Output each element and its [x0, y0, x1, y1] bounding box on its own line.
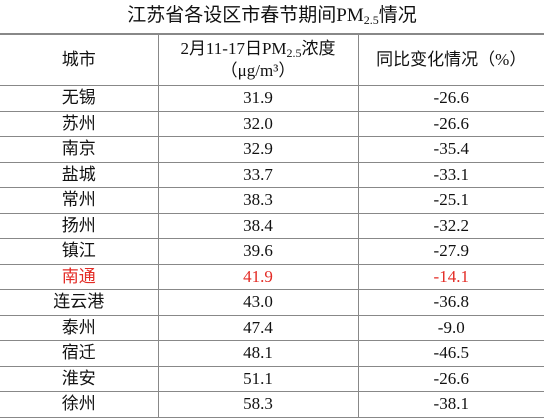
table-cell: 39.6: [157, 238, 359, 265]
table-cell: -9.0: [357, 314, 544, 341]
table-cell: -27.9: [357, 238, 544, 265]
table-cell: -14.1: [357, 263, 544, 290]
table-cell: 43.0: [157, 289, 359, 316]
table-cell: -33.1: [357, 161, 544, 188]
header-row: 城市 2月11-17日PM2.5浓度 （μg/m³） 同比变化情况（%）: [0, 34, 544, 86]
table-cell: 47.4: [157, 314, 359, 341]
table-row: 南京 32.9 -35.4: [0, 136, 544, 163]
header-cell: 同比变化情况（%）: [357, 34, 544, 86]
table-cell: -46.5: [357, 340, 544, 367]
table-cell: 41.9: [157, 263, 359, 290]
table-cell: 连云港: [0, 289, 159, 316]
table-cell: -26.6: [357, 85, 544, 112]
table-cell: 32.9: [157, 136, 359, 163]
table-cell: 南通: [0, 263, 159, 290]
table-cell: 常州: [0, 187, 159, 214]
table-cell: -26.6: [357, 110, 544, 137]
table-row: 南通 41.9 -14.1: [0, 263, 544, 290]
table-cell: 33.7: [157, 161, 359, 188]
title-text: 情况: [378, 5, 417, 26]
table-cell: 南京: [0, 136, 159, 163]
header-cell: 城市: [0, 34, 159, 86]
header-text: 浓度: [301, 39, 336, 58]
table-cell: 48.1: [157, 340, 359, 367]
table-cell: 31.9: [157, 85, 359, 112]
title-sub: 2.5: [363, 13, 379, 27]
table-cell: 32.0: [157, 110, 359, 137]
table: 城市 2月11-17日PM2.5浓度 （μg/m³） 同比变化情况（%） 无锡 31…: [0, 34, 544, 418]
table-cell: 淮安: [0, 365, 159, 392]
table-cell: 38.3: [157, 187, 359, 214]
table-row: 连云港 43.0 -36.8: [0, 289, 544, 316]
table-cell: 盐城: [0, 161, 159, 188]
table-cell: 无锡: [0, 85, 159, 112]
table-cell: -26.6: [357, 365, 544, 392]
table-cell: 38.4: [157, 212, 359, 239]
title-text: 江苏省各设区市春节期间PM: [127, 5, 364, 26]
table-cell: 扬州: [0, 212, 159, 239]
table-row: 无锡 31.9 -26.6: [0, 85, 544, 112]
table-row: 宿迁 48.1 -46.5: [0, 340, 544, 367]
table-row: 扬州 38.4 -32.2: [0, 212, 544, 239]
table-cell: -38.1: [357, 391, 544, 418]
header-text: 2月11-17日PM: [180, 39, 287, 58]
table-cell: -36.8: [357, 289, 544, 316]
table-cell: -25.1: [357, 187, 544, 214]
table-row: 淮安 51.1 -26.6: [0, 365, 544, 392]
table-row: 泰州 47.4 -9.0: [0, 314, 544, 341]
header-unit: （μg/m³）: [220, 61, 296, 80]
table-cell: -32.2: [357, 212, 544, 239]
table-cell: 苏州: [0, 110, 159, 137]
table-cell: -35.4: [357, 136, 544, 163]
table-row: 徐州 58.3 -38.1: [0, 391, 544, 418]
table-cell: 徐州: [0, 391, 159, 418]
table-row: 镇江 39.6 -27.9: [0, 238, 544, 265]
title: 江苏省各设区市春节期间PM2.5情况: [0, 0, 544, 34]
table-row: 苏州 32.0 -26.6: [0, 110, 544, 137]
table-cell: 宿迁: [0, 340, 159, 367]
table-cell: 泰州: [0, 314, 159, 341]
table-body: 无锡 31.9 -26.6 苏州 32.0 -26.6 南京 32.9 -35.4 盐城 33.7-…: [0, 85, 544, 418]
table-cell: 镇江: [0, 238, 159, 265]
table-row: 常州 38.3 -25.1: [0, 187, 544, 214]
header-sub: 2.5: [286, 46, 302, 60]
table-cell: 58.3: [157, 391, 359, 418]
table-row: 盐城 33.7 -33.1: [0, 161, 544, 188]
table-cell: 51.1: [157, 365, 359, 392]
header-cell: 2月11-17日PM2.5浓度 （μg/m³）: [157, 34, 359, 86]
